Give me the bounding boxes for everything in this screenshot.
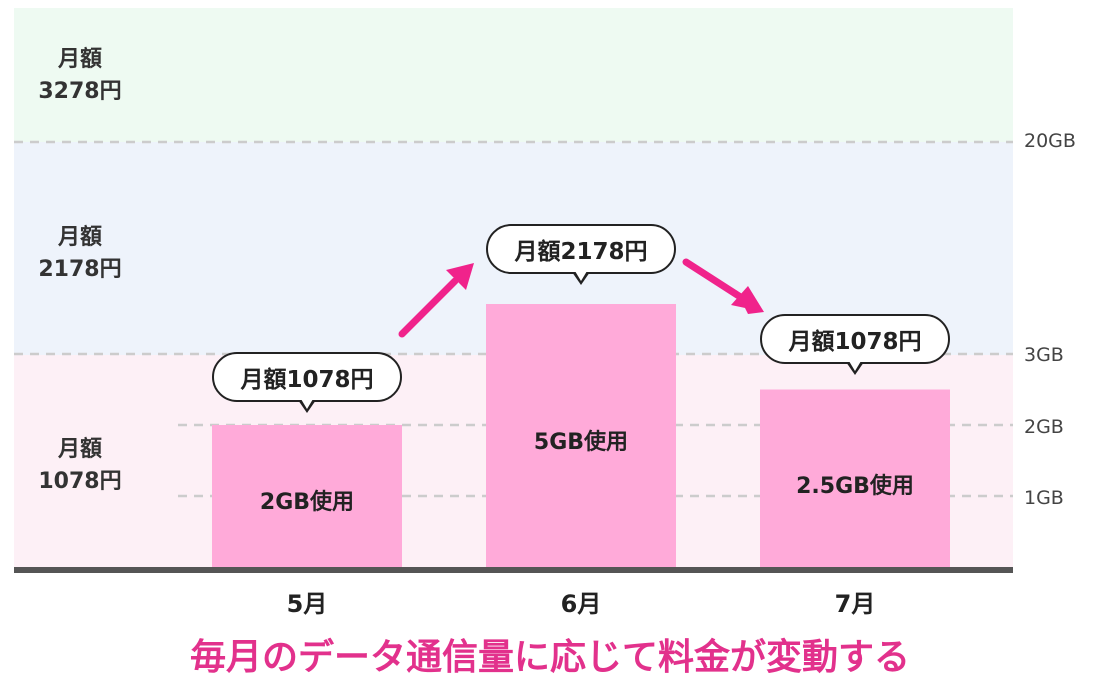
x-tick-label-may: 5月 bbox=[286, 590, 328, 618]
bar-7月 bbox=[760, 389, 950, 567]
tier-label-1078: 月額 1078円 bbox=[20, 434, 140, 498]
price-bubble-text: 月額1078円 bbox=[240, 367, 374, 393]
bars bbox=[212, 304, 950, 567]
y-tick-label-1gb: 1GB bbox=[1024, 487, 1064, 509]
price-bubble-text: 月額1078円 bbox=[788, 329, 922, 355]
bar-5月 bbox=[212, 425, 402, 567]
price-bubble-june: 月額2178円 bbox=[486, 224, 676, 285]
baseline bbox=[14, 567, 1013, 573]
tier-label-3278: 月額 3278円 bbox=[20, 44, 140, 108]
y-tick-label-2gb: 2GB bbox=[1024, 416, 1064, 438]
arrow-down-shaft bbox=[682, 258, 746, 302]
tier-label-line1: 月額 bbox=[57, 47, 102, 72]
arrow-up-head bbox=[446, 263, 474, 290]
tier-label-2178: 月額 2178円 bbox=[20, 222, 140, 286]
bubble-tail-fill bbox=[301, 399, 313, 409]
y-tick-label-20gb: 20GB bbox=[1024, 130, 1076, 152]
arrow-down-head-fill bbox=[731, 286, 764, 312]
x-tick-label-june: 6月 bbox=[560, 590, 602, 618]
chart-caption: 毎月のデータ通信量に応じて料金が変動する bbox=[189, 637, 910, 678]
y-tick-label-3gb: 3GB bbox=[1024, 344, 1064, 366]
bubble-tail-fill bbox=[849, 361, 861, 371]
arrow-up-shaft bbox=[398, 277, 459, 338]
bar-label-june: 5GB使用 bbox=[533, 430, 629, 455]
x-tick-label-july: 7月 bbox=[834, 590, 876, 618]
price-bubble-text: 月額2178円 bbox=[514, 239, 648, 265]
tier-label-line2: 3278円 bbox=[38, 79, 122, 104]
tier-label-line1: 月額 bbox=[57, 225, 102, 250]
tier-label-line2: 2178円 bbox=[38, 257, 122, 282]
tier-label-line2: 1078円 bbox=[38, 469, 122, 494]
bubble-tail-fill bbox=[575, 271, 587, 281]
bar-label-july: 2.5GB使用 bbox=[796, 474, 914, 499]
tier-label-line1: 月額 bbox=[57, 437, 102, 462]
price-bubble-may: 月額1078円 bbox=[212, 352, 402, 413]
tier-band-2 bbox=[14, 8, 1013, 142]
bar-6月 bbox=[486, 304, 676, 567]
bar-label-may: 2GB使用 bbox=[259, 490, 355, 515]
price-bubble-july: 月額1078円 bbox=[760, 314, 950, 375]
trend-arrows bbox=[398, 258, 764, 338]
